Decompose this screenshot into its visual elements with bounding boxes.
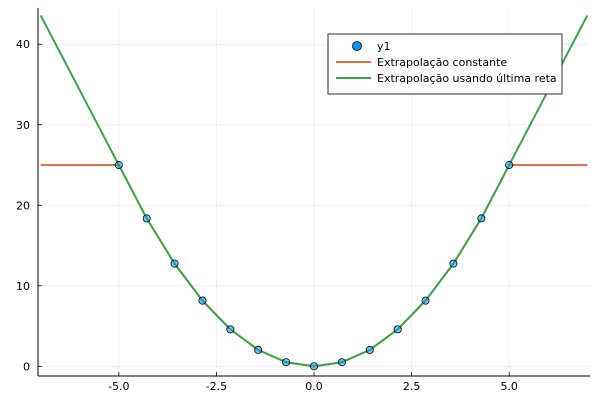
legend-box [327, 33, 563, 95]
data-point-y1 [337, 358, 346, 367]
legend-label-y1: y1 [377, 40, 391, 53]
y-tick-label: 30 [16, 119, 30, 132]
x-ticks: -5.0 -2.5 0.0 2.5 5.0 [108, 372, 518, 393]
data-point-y1 [226, 325, 235, 334]
data-point-y1 [477, 214, 486, 223]
data-point-y1 [114, 161, 123, 170]
data-point-y1 [142, 214, 151, 223]
x-tick-label: 2.5 [403, 380, 421, 393]
y-tick-label: 10 [16, 280, 30, 293]
y-tick-label: 40 [16, 38, 30, 51]
x-tick-label: 0.0 [305, 380, 323, 393]
plot-area [39, 15, 589, 371]
data-point-y1 [505, 161, 514, 170]
y-ticks: 0 10 20 30 40 [16, 38, 42, 373]
x-tick-label: -5.0 [108, 380, 129, 393]
data-point-y1 [170, 259, 179, 268]
legend: y1 Extrapolação constante Extrapolação u… [327, 33, 563, 95]
data-point-y1 [282, 358, 291, 367]
x-tick-label: 5.0 [500, 380, 518, 393]
legend-label-extrapolacao-constante: Extrapolação constante [377, 56, 507, 69]
y-tick-label: 0 [23, 360, 30, 373]
y-tick-label: 20 [16, 199, 30, 212]
data-point-y1 [254, 345, 263, 354]
data-point-y1 [365, 345, 374, 354]
data-point-y1 [393, 325, 402, 334]
legend-label-extrapolacao-ultima-reta: Extrapolação usando última reta [377, 72, 557, 85]
legend-marker-y1 [352, 41, 362, 51]
data-point-y1 [309, 362, 318, 371]
data-point-y1 [421, 296, 430, 305]
x-tick-label: -2.5 [206, 380, 227, 393]
data-point-y1 [198, 296, 207, 305]
data-point-y1 [449, 259, 458, 268]
